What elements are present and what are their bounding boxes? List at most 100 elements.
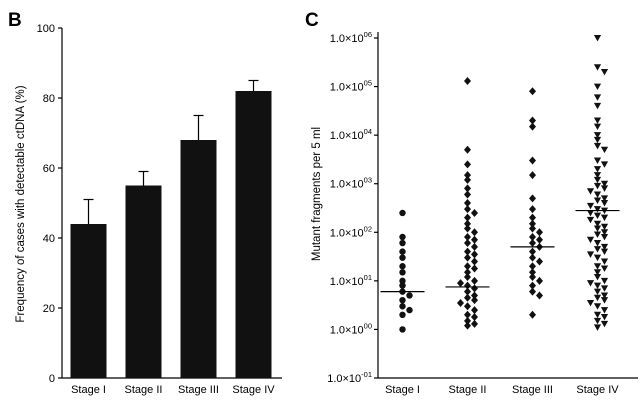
data-point	[586, 202, 595, 210]
data-point	[600, 161, 609, 168]
data-point	[529, 205, 536, 214]
tick-exponent: 01	[364, 273, 372, 282]
data-point	[593, 197, 602, 204]
data-point	[529, 287, 536, 296]
data-point	[593, 94, 602, 101]
data-point	[593, 132, 602, 139]
data-point	[457, 279, 464, 288]
data-point	[464, 171, 471, 180]
bar-chart-y-tick-label: 0	[49, 373, 55, 385]
bar-chart-x-tick-label: Stage II	[125, 384, 163, 396]
data-point	[529, 194, 536, 203]
tick-exponent: 03	[364, 176, 372, 185]
data-point	[464, 287, 471, 296]
data-point	[464, 199, 471, 208]
data-point	[586, 236, 595, 244]
data-point	[529, 253, 536, 262]
data-point	[464, 293, 471, 302]
data-point	[600, 180, 609, 188]
bar-chart-x-tick-label: Stage III	[178, 384, 219, 396]
bar-chart-bars	[70, 79, 272, 378]
data-point	[529, 232, 536, 241]
data-point	[399, 303, 406, 310]
data-point	[457, 299, 464, 308]
bar-chart-y-tick-label: 100	[37, 23, 55, 35]
bar-chart-ticks: 0 20 40 60 80 100 Stage I Stage II Stage III Stag…	[37, 23, 276, 396]
data-point	[536, 235, 543, 244]
data-point	[600, 223, 609, 231]
data-point	[593, 206, 602, 213]
data-point	[600, 146, 609, 154]
data-point	[464, 316, 471, 325]
data-point	[593, 172, 602, 179]
bar-chart-panel-b: B Frequency of cases with detectable ctD…	[8, 10, 282, 396]
tick-mantissa: 1.0×10	[330, 324, 364, 336]
data-point	[471, 264, 478, 273]
data-point	[600, 285, 609, 292]
scatter-chart-points	[380, 35, 620, 333]
data-point	[529, 156, 536, 165]
data-point	[600, 297, 609, 304]
data-point	[471, 250, 478, 259]
scatter-chart-y-tick-label: 1.0×1004	[330, 127, 372, 142]
data-point	[529, 310, 536, 319]
data-point	[593, 288, 602, 296]
data-point	[464, 213, 471, 222]
tick-mantissa: 1.0×10	[330, 82, 364, 94]
tick-exponent: 06	[364, 30, 372, 39]
tick-exponent: -01	[361, 370, 372, 379]
scatter-chart-y-tick-label: 1.0×1002	[330, 224, 372, 239]
tick-mantissa: 1.0×10	[327, 373, 361, 385]
data-point	[536, 228, 543, 237]
data-point	[464, 145, 471, 154]
data-point	[464, 268, 471, 277]
data-point	[471, 284, 478, 293]
data-point	[399, 233, 406, 241]
data-point	[471, 313, 478, 322]
data-point	[593, 212, 602, 220]
data-point	[600, 243, 609, 251]
data-point	[600, 200, 609, 207]
tick-exponent: 00	[364, 321, 372, 330]
data-point	[600, 185, 609, 192]
data-point	[399, 296, 406, 304]
data-point	[593, 102, 602, 110]
data-point	[600, 292, 609, 299]
data-point	[593, 166, 602, 173]
data-point	[464, 262, 471, 271]
data-point	[471, 306, 478, 315]
data-point	[593, 136, 602, 144]
bar-chart-y-tick-label: 40	[43, 233, 55, 245]
bar-chart-y-axis-title: Frequency of cases with detectable ctDNA…	[15, 85, 27, 322]
data-point	[464, 224, 471, 233]
data-point	[471, 208, 478, 217]
data-point	[600, 195, 609, 202]
data-point	[464, 232, 471, 241]
data-point	[593, 35, 602, 42]
data-point	[536, 276, 543, 285]
data-point	[536, 257, 543, 266]
data-point	[471, 257, 478, 266]
data-point	[593, 274, 602, 281]
data-point	[529, 262, 536, 271]
data-point	[593, 176, 602, 184]
data-point	[471, 242, 478, 251]
data-point	[586, 216, 595, 224]
data-point	[593, 182, 602, 190]
data-point	[593, 83, 602, 90]
data-point	[593, 231, 602, 238]
data-point	[399, 209, 406, 217]
data-point	[464, 175, 471, 184]
scatter-chart-x-tick-label: Stage I	[385, 384, 420, 396]
data-point	[399, 254, 406, 261]
data-point	[399, 239, 406, 247]
panel-letter-c: C	[305, 10, 319, 31]
data-point	[600, 277, 609, 285]
data-point	[464, 190, 471, 199]
scatter-chart-y-tick-label: 1.0×10-01	[327, 370, 372, 385]
bar-stage-iii	[180, 140, 217, 378]
bar-chart-y-tick-label: 80	[43, 93, 55, 105]
scatter-chart-y-tick-label: 1.0×1005	[330, 79, 372, 94]
data-point	[593, 117, 602, 124]
